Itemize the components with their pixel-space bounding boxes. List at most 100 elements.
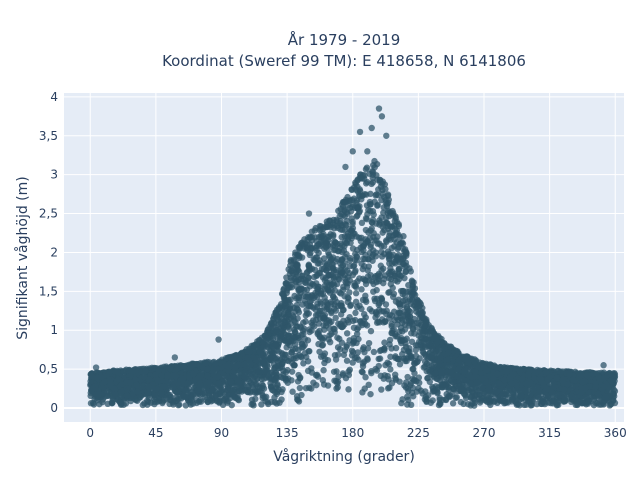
data-point xyxy=(249,376,257,384)
data-point xyxy=(356,203,363,210)
data-point xyxy=(349,359,356,366)
data-point xyxy=(412,352,420,360)
data-point xyxy=(169,399,177,406)
data-point xyxy=(193,399,200,407)
data-point xyxy=(302,318,309,325)
data-point xyxy=(487,395,495,402)
data-point xyxy=(544,376,551,383)
data-point xyxy=(381,339,388,346)
data-point xyxy=(410,393,417,400)
data-point xyxy=(176,401,183,408)
data-point xyxy=(336,322,344,330)
data-point xyxy=(141,400,148,407)
data-point xyxy=(434,384,442,391)
data-point xyxy=(454,348,461,355)
data-point xyxy=(370,348,378,356)
data-point xyxy=(345,386,352,393)
data-point xyxy=(457,374,465,382)
data-point xyxy=(381,317,389,325)
data-point xyxy=(274,382,281,389)
data-point xyxy=(396,361,404,368)
data-point xyxy=(319,274,327,281)
data-point xyxy=(399,396,406,403)
data-point xyxy=(233,394,241,402)
data-point xyxy=(316,315,324,322)
data-point xyxy=(429,383,436,391)
data-point xyxy=(348,347,356,354)
data-point xyxy=(374,201,381,209)
data-point xyxy=(241,387,249,394)
data-point xyxy=(279,386,286,393)
data-point xyxy=(271,399,278,406)
data-point xyxy=(371,295,378,302)
data-point xyxy=(302,384,310,392)
data-point xyxy=(251,389,258,396)
data-point xyxy=(278,349,286,357)
data-point xyxy=(409,283,417,290)
data-point xyxy=(577,371,585,378)
data-point xyxy=(372,192,379,199)
data-point xyxy=(361,349,368,356)
data-point xyxy=(402,317,410,324)
data-point xyxy=(351,269,359,276)
data-point xyxy=(341,293,348,300)
data-point xyxy=(417,387,425,394)
data-point xyxy=(310,256,317,263)
data-point xyxy=(392,333,399,340)
data-point xyxy=(367,390,374,398)
data-point xyxy=(361,385,368,392)
data-point xyxy=(369,168,376,175)
data-point xyxy=(387,280,395,288)
data-point xyxy=(340,317,347,325)
data-point xyxy=(595,401,603,408)
data-point xyxy=(346,270,353,277)
data-point xyxy=(403,250,410,258)
data-point xyxy=(153,398,161,405)
chart-title-line2: Koordinat (Sweref 99 TM): E 418658, N 61… xyxy=(162,52,526,70)
data-point xyxy=(419,309,426,316)
data-point xyxy=(471,368,479,375)
data-point xyxy=(391,236,398,243)
data-point xyxy=(466,366,474,373)
data-point xyxy=(405,322,413,329)
data-point xyxy=(261,368,268,376)
data-point xyxy=(318,307,325,315)
data-point xyxy=(337,205,344,213)
data-point xyxy=(331,238,338,245)
data-point xyxy=(407,300,414,308)
data-point xyxy=(384,359,391,366)
data-point xyxy=(380,279,387,287)
data-point xyxy=(419,348,426,355)
data-point xyxy=(378,214,385,221)
data-point xyxy=(587,398,594,405)
data-point xyxy=(352,298,360,305)
data-point xyxy=(320,265,328,273)
data-point xyxy=(316,348,323,355)
data-point xyxy=(387,353,394,360)
data-point xyxy=(331,377,338,384)
data-point xyxy=(397,324,405,332)
data-point xyxy=(386,336,394,344)
data-point xyxy=(308,297,315,304)
data-point xyxy=(261,332,268,340)
data-point xyxy=(378,267,385,274)
data-point xyxy=(557,368,564,375)
data-point xyxy=(319,341,327,349)
data-point xyxy=(471,372,478,380)
data-point xyxy=(408,338,416,346)
data-point xyxy=(264,399,271,406)
data-point xyxy=(383,238,390,246)
data-point xyxy=(447,368,455,376)
data-point xyxy=(326,325,333,332)
data-point xyxy=(379,229,386,236)
data-point xyxy=(487,401,494,409)
data-point xyxy=(304,291,312,299)
data-point xyxy=(365,381,372,389)
data-point xyxy=(392,375,399,382)
data-point xyxy=(145,395,153,402)
data-point xyxy=(299,341,306,348)
data-point xyxy=(300,360,307,367)
data-point xyxy=(511,387,518,395)
data-point xyxy=(222,354,230,362)
data-point xyxy=(159,399,166,407)
